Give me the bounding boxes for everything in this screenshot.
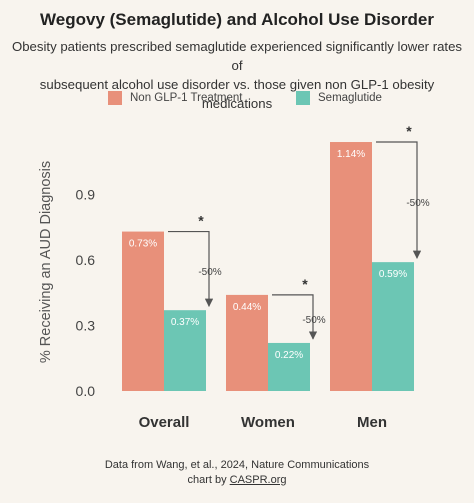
footer-source: Data from Wang, et al., 2024, Nature Com… bbox=[104, 459, 370, 471]
data-label-overall-semaglutide: 0.37% bbox=[171, 317, 199, 328]
annotation-arrow-women bbox=[272, 294, 318, 340]
significance-marker-overall: * bbox=[198, 213, 204, 229]
legend-label-non-glp1: Non GLP-1 Treatment bbox=[130, 92, 243, 104]
caspr-link[interactable]: CASPR.org bbox=[229, 474, 287, 486]
data-label-women-non-glp1: 0.44% bbox=[233, 302, 261, 313]
chart-title: Wegovy (Semaglutide) and Alcohol Use Dis… bbox=[40, 10, 434, 29]
significance-marker-men: * bbox=[406, 123, 412, 139]
subtitle-line-1: Obesity patients prescribed semaglutide … bbox=[11, 39, 463, 73]
subtitle-line-2: subsequent alcohol use disorder vs. thos… bbox=[39, 77, 435, 111]
data-label-men-semaglutide: 0.59% bbox=[379, 269, 407, 280]
annotation-arrow-overall bbox=[168, 230, 214, 308]
annotation-label-women: -50% bbox=[302, 315, 325, 326]
legend-item-semaglutide: Semaglutide bbox=[296, 90, 382, 106]
category-label-men: Men bbox=[357, 414, 387, 431]
chart-subtitle: Obesity patients prescribed semaglutide … bbox=[10, 37, 464, 113]
legend-swatch-semaglutide bbox=[296, 91, 310, 105]
y-tick-label: 0.0 bbox=[76, 383, 96, 399]
bar-women-semaglutide bbox=[268, 342, 310, 391]
bar-men-non-glp1 bbox=[330, 142, 372, 391]
footer-credit: chart by CASPR.org bbox=[0, 474, 474, 486]
annotation-label-men: -50% bbox=[406, 198, 429, 209]
bar-men-semaglutide bbox=[372, 262, 414, 391]
legend-swatch-non-glp1 bbox=[108, 91, 122, 105]
data-label-overall-non-glp1: 0.73% bbox=[129, 239, 157, 250]
annotation-arrow-men bbox=[376, 141, 422, 259]
legend-item-non-glp1: Non GLP-1 Treatment bbox=[108, 90, 243, 106]
category-label-overall: Overall bbox=[139, 414, 190, 431]
category-label-women: Women bbox=[241, 414, 295, 431]
bar-women-non-glp1 bbox=[226, 294, 268, 391]
data-label-women-semaglutide: 0.22% bbox=[275, 350, 303, 361]
y-tick-label: 0.9 bbox=[76, 186, 96, 202]
y-tick-label: 0.3 bbox=[76, 317, 96, 333]
y-axis-label: % Receiving an AUD Diagnosis bbox=[38, 161, 54, 363]
legend-label-semaglutide: Semaglutide bbox=[318, 92, 382, 104]
y-tick-label: 0.6 bbox=[76, 252, 96, 268]
significance-marker-women: * bbox=[302, 276, 308, 292]
footer-credit-prefix: chart by bbox=[187, 474, 230, 486]
data-label-men-non-glp1: 1.14% bbox=[337, 149, 365, 160]
annotation-label-overall: -50% bbox=[198, 267, 221, 278]
bar-overall-non-glp1 bbox=[122, 231, 164, 391]
bar-overall-semaglutide bbox=[164, 310, 206, 391]
